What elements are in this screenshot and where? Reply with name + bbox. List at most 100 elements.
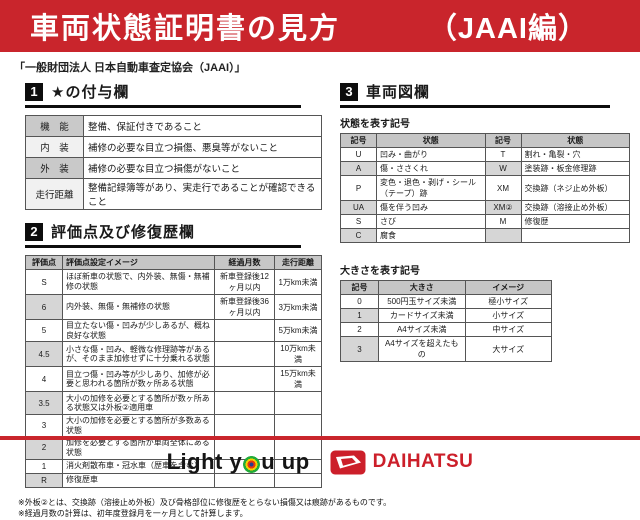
table-row: 機 能 整備、保証付きであること bbox=[25, 115, 322, 137]
footnote-line: ※外板②とは、交換跡（溶接止め外板）及び骨格部位に修復歴をとらない損傷又は痕跡が… bbox=[18, 497, 392, 507]
table-row: 3 大小の加修を必要とする箇所が多数ある状態 bbox=[25, 414, 322, 438]
symbol-cell: 3 bbox=[340, 336, 379, 362]
mileage-cell bbox=[274, 414, 322, 438]
section2-number-badge: 2 bbox=[25, 222, 43, 241]
score-cell: 4 bbox=[25, 366, 63, 393]
symbol-cell: S bbox=[340, 214, 377, 229]
score-cell: 3 bbox=[25, 414, 63, 438]
criteria-label-cell: 走行距離 bbox=[25, 178, 84, 210]
table-row: S ほぼ新車の状態で、内外装、無傷・無補修の状態 新車登録後12ヶ月以内 1万k… bbox=[25, 269, 322, 295]
months-cell bbox=[214, 318, 275, 343]
criteria-desc-cell: 補修の必要な目立つ損傷がないこと bbox=[83, 157, 322, 179]
table-row: 5 目立たない傷・凹みが少しあるが、概ね良好な状態 5万km未満 bbox=[25, 318, 322, 343]
section2-header: 2 評価点及び修復歴欄 bbox=[25, 221, 302, 248]
criteria-label-cell: 内 装 bbox=[25, 136, 84, 158]
state-cell: 傷を伴う凹み bbox=[376, 200, 486, 215]
months-cell bbox=[214, 414, 275, 438]
column-header: 記号 bbox=[484, 133, 522, 148]
symbol-cell: 0 bbox=[340, 294, 379, 309]
table-row: 4 目立つ傷・凹み等が少しあり、加修が必要と思われる箇所が数ヶ所ある状態 15万… bbox=[25, 366, 322, 393]
table-row: 0 500円玉サイズ未満 極小サイズ bbox=[340, 294, 552, 309]
column-header: 評価点設定イメージ bbox=[62, 255, 215, 270]
table-row: 3 A4サイズを超えたもの 大サイズ bbox=[340, 336, 552, 362]
size-cell: A4サイズ未満 bbox=[378, 322, 466, 337]
spacer bbox=[340, 243, 630, 260]
months-cell: 新車登録後12ヶ月以内 bbox=[214, 269, 275, 295]
state-cell: 塗装跡・板金修理跡 bbox=[520, 161, 630, 176]
right-column: 3 車両図欄 状態を表す記号 記号 状態 記号 状態 U 凹み・曲がり T 割れ… bbox=[340, 81, 630, 488]
slogan-text-pre: Light y bbox=[166, 449, 243, 474]
state-cell: 交換跡（ネジ止め外板） bbox=[520, 175, 630, 201]
red-divider bbox=[0, 436, 640, 440]
desc-cell: ほぼ新車の状態で、内外装、無傷・無補修の状態 bbox=[62, 269, 215, 295]
symbol-cell: XM bbox=[484, 175, 522, 201]
column-header: 記号 bbox=[340, 133, 377, 148]
column-header: 大きさ bbox=[378, 280, 466, 295]
table-row: 3.5 大小の加修を必要とする箇所が数ヶ所ある状態又は外板②適用車 bbox=[25, 391, 322, 416]
table-header-row: 評価点 評価点設定イメージ 経過月数 走行距離 bbox=[25, 255, 322, 270]
state-cell: 凹み・曲がり bbox=[376, 147, 486, 162]
mileage-cell: 15万km未満 bbox=[274, 366, 322, 393]
state-cell: 変色・退色・剥げ・シール（テープ）跡 bbox=[376, 175, 486, 201]
section3-number-badge: 3 bbox=[340, 82, 358, 101]
score-cell: 6 bbox=[25, 294, 63, 320]
image-cell: 大サイズ bbox=[464, 336, 552, 362]
mileage-cell: 10万km未満 bbox=[274, 341, 322, 368]
symbol-cell: A bbox=[340, 161, 377, 176]
desc-cell: 目立つ傷・凹み等が少しあり、加修が必要と思われる箇所が数ヶ所ある状態 bbox=[62, 366, 215, 393]
table-row: 内 装 補修の必要な目立つ損傷、悪臭等がないこと bbox=[25, 136, 322, 158]
criteria-desc-cell: 整備記録簿等があり、実走行であることが確認できること bbox=[83, 178, 322, 210]
table-row: P 変色・退色・剥げ・シール（テープ）跡 XM 交換跡（ネジ止め外板） bbox=[340, 175, 630, 201]
table-row: 1 カードサイズ未満 小サイズ bbox=[340, 308, 552, 323]
mileage-cell: 3万km未満 bbox=[274, 294, 322, 320]
section3-header: 3 車両図欄 bbox=[340, 81, 610, 108]
desc-cell: 小さな傷・凹み、軽微な修理跡等があるが、そのまま加修せずに十分乗れる状態 bbox=[62, 341, 215, 368]
symbol-cell: C bbox=[340, 228, 377, 243]
mileage-cell: 5万km未満 bbox=[274, 318, 322, 343]
section1-number-badge: 1 bbox=[25, 82, 43, 101]
issuer-subtitle: 「一般財団法人 日本自動車査定協会（JAAI）」 bbox=[14, 62, 246, 74]
column-header: 状態 bbox=[376, 133, 486, 148]
left-column: 1 ★の付与欄 機 能 整備、保証付きであること 内 装 補修の必要な目立つ損傷… bbox=[25, 81, 322, 488]
footnote-line: ※経過月数の計算は、初年度登録月を一ヶ月として計算します。 bbox=[18, 509, 248, 519]
state-cell: 交換跡（溶接止め外板） bbox=[520, 200, 630, 215]
symbol-cell: XM② bbox=[484, 200, 522, 215]
criteria-label-cell: 機 能 bbox=[25, 115, 84, 137]
criteria-desc-cell: 整備、保証付きであること bbox=[83, 115, 322, 137]
size-cell: カードサイズ未満 bbox=[378, 308, 466, 323]
size-symbols-label: 大きさを表す記号 bbox=[340, 266, 420, 277]
table-row: U 凹み・曲がり T 割れ・亀裂・穴 bbox=[340, 147, 630, 162]
state-cell bbox=[520, 228, 630, 243]
symbol-cell: T bbox=[484, 147, 522, 162]
column-header: 状態 bbox=[520, 133, 630, 148]
table-row: 4.5 小さな傷・凹み、軽微な修理跡等があるが、そのまま加修せずに十分乗れる状態… bbox=[25, 341, 322, 368]
symbol-cell: U bbox=[340, 147, 377, 162]
months-cell: 新車登録後36ヶ月以内 bbox=[214, 294, 275, 320]
section3-title: 車両図欄 bbox=[366, 84, 431, 101]
section1-header: 1 ★の付与欄 bbox=[25, 81, 302, 108]
state-symbols-table: 記号 状態 記号 状態 U 凹み・曲がり T 割れ・亀裂・穴 A 傷・ささくれ … bbox=[340, 133, 630, 243]
image-cell: 極小サイズ bbox=[464, 294, 552, 309]
table-row: 走行距離 整備記録簿等があり、実走行であることが確認できること bbox=[25, 178, 322, 210]
daihatsu-d-mark-icon bbox=[330, 450, 366, 474]
table-header-row: 記号 大きさ イメージ bbox=[340, 280, 552, 295]
column-header: 走行距離 bbox=[274, 255, 322, 270]
column-header: 評価点 bbox=[25, 255, 63, 270]
state-cell: 傷・ささくれ bbox=[376, 161, 486, 176]
months-cell bbox=[214, 366, 275, 393]
main-content: 1 ★の付与欄 機 能 整備、保証付きであること 内 装 補修の必要な目立つ損傷… bbox=[0, 77, 640, 488]
mileage-cell: 1万km未満 bbox=[274, 269, 322, 295]
score-cell: 5 bbox=[25, 318, 63, 343]
criteria-label-cell: 外 装 bbox=[25, 157, 84, 179]
mileage-cell bbox=[274, 391, 322, 416]
table-header-row: 記号 状態 記号 状態 bbox=[340, 133, 630, 148]
title-banner: 車両状態証明書の見方 （JAAI編） bbox=[0, 0, 640, 52]
table-row: 外 装 補修の必要な目立つ損傷がないこと bbox=[25, 157, 322, 179]
state-cell: 割れ・亀裂・穴 bbox=[520, 147, 630, 162]
column-header: 経過月数 bbox=[214, 255, 275, 270]
footer-logos: Light y u up DAIHATSU bbox=[0, 444, 640, 480]
score-cell: S bbox=[25, 269, 63, 295]
size-cell: 500円玉サイズ未満 bbox=[378, 294, 466, 309]
months-cell bbox=[214, 391, 275, 416]
desc-cell: 内外装、無傷・無補修の状態 bbox=[62, 294, 215, 320]
